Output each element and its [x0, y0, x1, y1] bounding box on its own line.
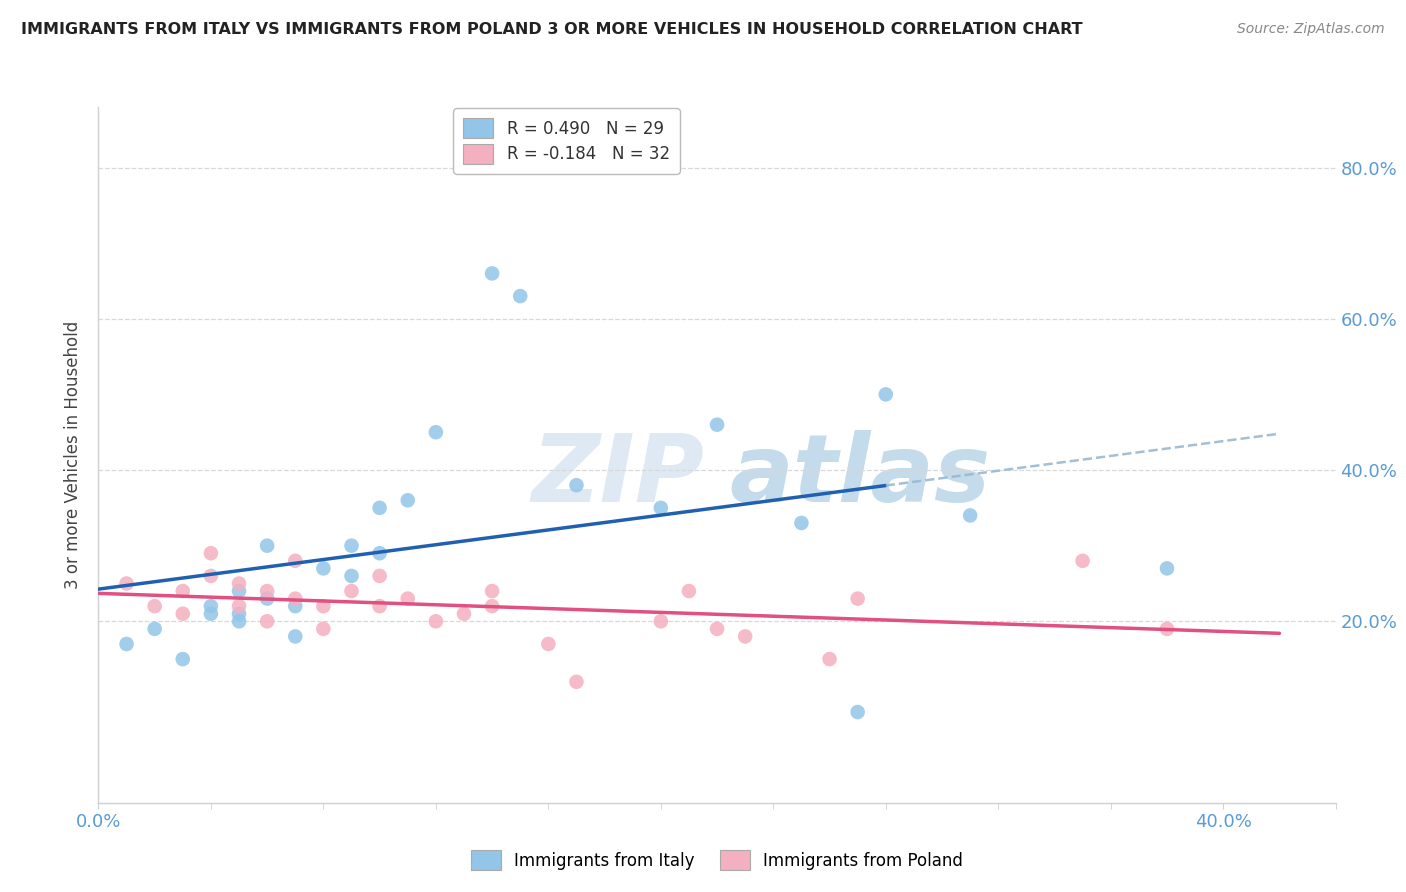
- Point: [959, 508, 981, 523]
- Point: [256, 584, 278, 599]
- Point: [115, 576, 138, 591]
- Point: [172, 652, 194, 666]
- Point: [312, 561, 335, 575]
- Point: [256, 539, 278, 553]
- Text: IMMIGRANTS FROM ITALY VS IMMIGRANTS FROM POLAND 3 OR MORE VEHICLES IN HOUSEHOLD : IMMIGRANTS FROM ITALY VS IMMIGRANTS FROM…: [21, 22, 1083, 37]
- Point: [650, 615, 672, 629]
- Text: ZIP: ZIP: [531, 430, 704, 522]
- Point: [368, 500, 391, 515]
- Point: [143, 622, 166, 636]
- Point: [1156, 622, 1178, 636]
- Point: [481, 267, 503, 281]
- Point: [1156, 561, 1178, 575]
- Point: [284, 591, 307, 606]
- Point: [228, 607, 250, 621]
- Point: [706, 622, 728, 636]
- Point: [200, 607, 222, 621]
- Point: [340, 584, 363, 599]
- Point: [565, 478, 588, 492]
- Point: [481, 584, 503, 599]
- Point: [256, 591, 278, 606]
- Point: [200, 569, 222, 583]
- Point: [875, 387, 897, 401]
- Point: [368, 546, 391, 560]
- Point: [818, 652, 841, 666]
- Point: [284, 629, 307, 643]
- Point: [396, 493, 419, 508]
- Point: [115, 637, 138, 651]
- Point: [172, 607, 194, 621]
- Point: [1071, 554, 1094, 568]
- Point: [200, 546, 222, 560]
- Point: [228, 615, 250, 629]
- Point: [228, 576, 250, 591]
- Point: [256, 615, 278, 629]
- Point: [340, 569, 363, 583]
- Point: [368, 599, 391, 614]
- Point: [340, 539, 363, 553]
- Point: [228, 599, 250, 614]
- Point: [706, 417, 728, 432]
- Point: [846, 591, 869, 606]
- Point: [481, 599, 503, 614]
- Point: [312, 599, 335, 614]
- Point: [790, 516, 813, 530]
- Point: [734, 629, 756, 643]
- Point: [284, 599, 307, 614]
- Point: [284, 554, 307, 568]
- Point: [228, 584, 250, 599]
- Text: atlas: atlas: [730, 430, 991, 522]
- Point: [312, 622, 335, 636]
- Point: [509, 289, 531, 303]
- Point: [565, 674, 588, 689]
- Point: [200, 599, 222, 614]
- Text: Source: ZipAtlas.com: Source: ZipAtlas.com: [1237, 22, 1385, 37]
- Point: [368, 569, 391, 583]
- Point: [425, 615, 447, 629]
- Point: [172, 584, 194, 599]
- Point: [678, 584, 700, 599]
- Y-axis label: 3 or more Vehicles in Household: 3 or more Vehicles in Household: [65, 321, 83, 589]
- Point: [453, 607, 475, 621]
- Point: [425, 425, 447, 440]
- Point: [143, 599, 166, 614]
- Point: [650, 500, 672, 515]
- Point: [846, 705, 869, 719]
- Point: [537, 637, 560, 651]
- Point: [396, 591, 419, 606]
- Legend: Immigrants from Italy, Immigrants from Poland: Immigrants from Italy, Immigrants from P…: [463, 842, 972, 878]
